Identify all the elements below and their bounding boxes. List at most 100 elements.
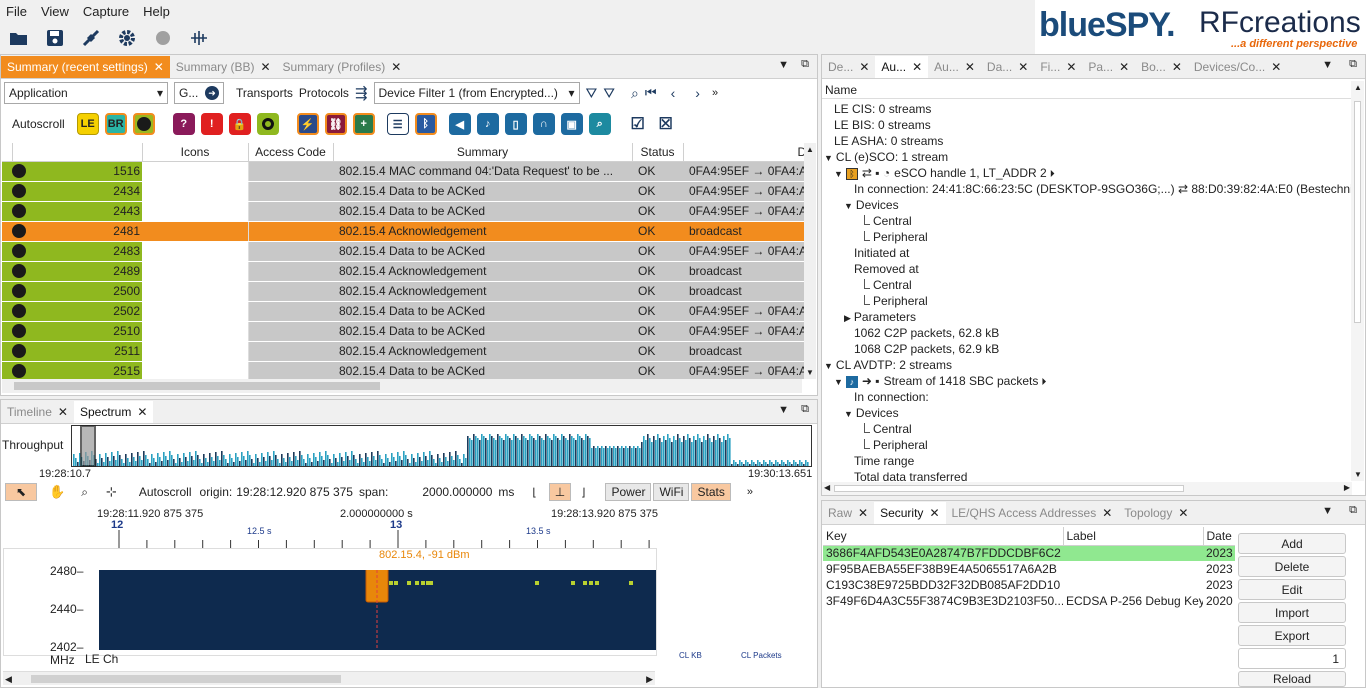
close-icon[interactable]: ✕ (137, 405, 148, 419)
key-row[interactable]: 3F49F6D4A3C55F3874C9B3E3D2103F50... ECDSA… (823, 593, 1235, 610)
tab-audio_pane-1[interactable]: Au... ✕ (875, 56, 929, 78)
close-icon[interactable]: ✕ (391, 60, 402, 74)
expand-down-icon[interactable]: ▼ (834, 169, 843, 179)
link-chip-icon[interactable]: ⛓ (324, 113, 347, 135)
save-icon[interactable] (44, 27, 66, 49)
close-icon[interactable]: ✕ (1271, 60, 1282, 74)
speaker-chip-icon[interactable]: ◀ (448, 113, 471, 135)
tree-hscrollbar[interactable]: ◀ ▶ (822, 482, 1352, 495)
wifi-toggle[interactable]: WiFi (653, 483, 690, 501)
table-row[interactable]: 2500 802.15.4 Acknowledgement OK broadcast (2, 281, 804, 302)
music-chip-icon[interactable]: ♪ (476, 113, 499, 135)
close-icon[interactable]: ✕ (964, 60, 975, 74)
table-row[interactable]: 2481 802.15.4 Acknowledgement OK broadcast (2, 221, 804, 242)
plug-chip-icon[interactable]: ⚡ (296, 113, 319, 135)
align-center-icon[interactable]: ⊥ (548, 483, 572, 501)
zoom-chip-icon[interactable]: ⌕ (588, 113, 611, 135)
tree-node[interactable]: ▼ Devices (844, 406, 899, 420)
close-icon[interactable]: ✕ (859, 60, 870, 74)
error-chip-icon[interactable]: ! (200, 113, 223, 135)
tree-node[interactable]: ▼ ♪ ➜ ▪ Stream of 1418 SBC packets ⏵ (834, 374, 1047, 388)
hand-tool-icon[interactable]: ✋ (49, 484, 66, 499)
goto-field[interactable]: G... ➜ (174, 82, 224, 104)
key-row[interactable]: 3686F4AFD543E0A28747B7FDDCDBF6C2 2023 (823, 545, 1235, 562)
list-chip-icon[interactable]: ☰ (386, 113, 409, 135)
play-icon[interactable]: ⏵ (1049, 169, 1055, 180)
transports-menu[interactable]: Transports (236, 86, 293, 100)
table-vscrollbar[interactable]: ▲ ▼ (804, 143, 816, 379)
tree-node[interactable]: Peripheral (824, 293, 1352, 309)
add-key-button[interactable]: Add (1238, 533, 1346, 554)
pane-menu-icon[interactable]: ▼ (778, 404, 789, 416)
tree-node[interactable]: Removed at (854, 262, 919, 276)
spectrum-hscrollbar[interactable]: ◀ ▶ (3, 671, 655, 685)
check-all-icon[interactable]: ☑ (630, 116, 645, 133)
tree-vscrollbar[interactable]: ▲ ▼ (1351, 81, 1364, 481)
tree-node[interactable]: Peripheral (824, 229, 1352, 245)
table-row[interactable]: 2502 802.15.4 Data to be ACKed OK 0FA4:95EF… (2, 301, 804, 322)
export-key-button[interactable]: Export (1238, 625, 1346, 646)
tab-audio_pane-7[interactable]: Devices/Co... ✕ (1193, 60, 1282, 74)
first-icon[interactable]: ⏮ (644, 85, 657, 100)
pane-float-icon[interactable]: ⧉ (801, 58, 809, 70)
tree-node[interactable]: ▶ Parameters (844, 310, 916, 324)
expand-right-icon[interactable]: ▶ (844, 313, 851, 323)
table-row[interactable]: 2434 802.15.4 Data to be ACKed OK 0FA4:95EF… (2, 181, 804, 202)
tree-node[interactable]: LE CIS: 0 streams (834, 102, 932, 116)
level-select[interactable]: Application ▾ (4, 82, 168, 104)
close-icon[interactable]: ✕ (1171, 60, 1182, 74)
tab-security_pane-0[interactable]: Raw ✕ (828, 506, 869, 520)
tree-node[interactable]: LE ASHA: 0 streams (834, 134, 944, 148)
time-ruler[interactable]: 12 13 12.5 s 13.5 s (91, 518, 657, 548)
expand-down-icon[interactable]: ▼ (824, 361, 833, 371)
edit-key-button[interactable]: Edit (1238, 579, 1346, 600)
tab-summary-recent[interactable]: Summary (recent settings) ✕ (1, 56, 170, 78)
lock-chip-icon[interactable]: 🔒 (228, 113, 251, 135)
close-icon[interactable]: ✕ (1066, 60, 1077, 74)
close-icon[interactable]: ✕ (912, 60, 923, 74)
gear-icon[interactable] (116, 27, 138, 49)
menu-view[interactable]: View (40, 3, 69, 19)
expand-down-icon[interactable]: ▼ (824, 153, 833, 163)
play-icon[interactable]: ⏵ (1041, 377, 1047, 388)
unknown-chip-icon[interactable]: ? (172, 113, 195, 135)
tree-node[interactable]: 1068 C2P packets, 62.9 kB (854, 342, 1000, 356)
pane-float-icon[interactable]: ⧉ (1349, 504, 1357, 516)
reload-button[interactable]: Reload (1238, 671, 1346, 687)
pane-float-icon[interactable]: ⧉ (801, 403, 809, 415)
tab-audio_pane-4[interactable]: Fi... ✕ (1040, 60, 1077, 74)
tab-audio_pane-0[interactable]: De... ✕ (828, 60, 870, 74)
table-row[interactable]: 2511 802.15.4 Acknowledgement OK broadcast (2, 341, 804, 362)
close-icon[interactable]: ✕ (929, 506, 940, 520)
span-value[interactable]: 2000.000000 (422, 485, 493, 499)
table-row[interactable]: 2489 802.15.4 Acknowledgement OK broadcast (2, 261, 804, 282)
headset-chip-icon[interactable]: ∩ (532, 113, 555, 135)
delete-key-button[interactable]: Delete (1238, 556, 1346, 577)
tree-node[interactable]: Initiated at (854, 246, 910, 260)
go-arrow-icon[interactable]: ➜ (205, 86, 219, 100)
menu-capture[interactable]: Capture (82, 3, 130, 19)
table-row[interactable]: 2510 802.15.4 Data to be ACKed OK 0FA4:95EF… (2, 321, 804, 342)
col-access-code[interactable]: Access Code (248, 143, 334, 162)
filter-settings-icon[interactable]: ⛛ (585, 84, 598, 101)
edit-chip-icon[interactable] (132, 113, 155, 135)
hid-chip-icon[interactable]: ▣ (560, 113, 583, 135)
waveform-icon[interactable] (188, 27, 210, 49)
expand-down-icon[interactable]: ▼ (844, 409, 853, 419)
zoom-tool-icon[interactable]: ⌕ (81, 484, 88, 499)
tree-node[interactable]: Central (824, 277, 1352, 293)
tree-node[interactable]: Central (824, 213, 1352, 229)
col-status[interactable]: Status (632, 143, 684, 162)
pane-float-icon[interactable]: ⧉ (1349, 58, 1357, 70)
connect-icon[interactable] (80, 27, 102, 49)
import-key-button[interactable]: Import (1238, 602, 1346, 623)
align-left-icon[interactable]: ⌊ (532, 486, 537, 499)
col-summary[interactable]: Summary (333, 143, 633, 162)
origin-value[interactable]: 19:28:12.920 875 375 (236, 485, 353, 499)
power-toggle[interactable]: Power (605, 483, 652, 501)
plus-chip-icon[interactable]: + (352, 113, 375, 135)
tab-security_pane-1[interactable]: Security ✕ (874, 502, 946, 524)
more-icon[interactable]: » (746, 486, 753, 498)
tree-node[interactable]: ▼ ᛒ ⇄ ▪ ◔ eSCO handle 1, LT_ADDR 2 ⏵ (834, 166, 1055, 180)
key-row[interactable]: 9F95BAEBA55EF38B9E4A5065517A6A2B 2023 (823, 561, 1235, 578)
